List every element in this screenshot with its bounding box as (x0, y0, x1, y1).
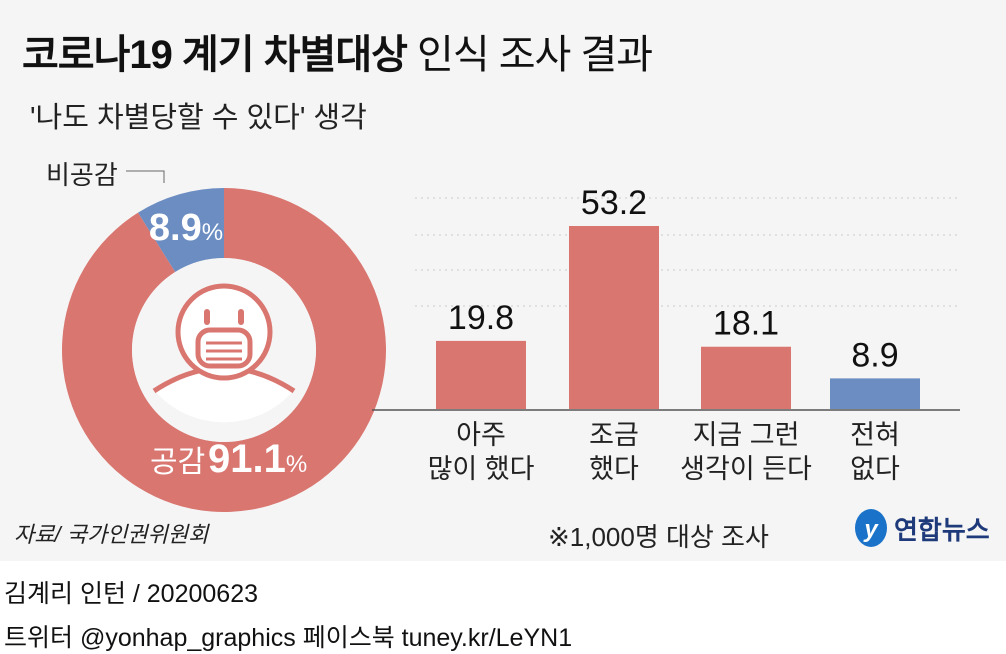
subtitle: '나도 차별당할 수 있다' 생각 (30, 102, 367, 134)
unit: % (286, 451, 307, 478)
body-shape (154, 367, 294, 423)
category-label: 했다 (589, 454, 639, 484)
category-label: 전혀 (850, 420, 900, 450)
category-label: 조금 (589, 420, 639, 450)
bar (701, 346, 791, 409)
category-label: 생각이 든다 (680, 454, 812, 484)
category-label: 없다 (850, 454, 900, 484)
yonhap-logo-icon: y (855, 509, 887, 547)
agree-label: 공감 (150, 446, 205, 479)
bar (436, 340, 526, 409)
disagree-label: 비공감 (46, 160, 118, 190)
bar-value-label: 8.9 (851, 336, 898, 374)
bar (830, 378, 920, 409)
social-links: 트위터 @yonhap_graphics 페이스북 tuney.kr/LeYN1 (4, 624, 573, 652)
svg-text:y: y (863, 516, 879, 543)
credit-text: 김계리 인턴 / 20200623 (4, 580, 259, 608)
donut-slice-agree (61, 188, 387, 513)
leader-line (126, 170, 165, 183)
survey-note: ※1,000명 대상 조사 (548, 522, 769, 552)
category-label: 많이 했다 (428, 454, 535, 484)
category-label: 지금 그런 (693, 420, 800, 450)
masked-person-icon (152, 283, 296, 423)
yonhap-logo: y 연합뉴스 (852, 508, 990, 548)
source-text: 자료/ 국가인권위원회 (14, 522, 209, 547)
bar-value-label: 19.8 (448, 299, 514, 337)
unit: % (202, 219, 223, 246)
bar-value-label: 53.2 (581, 184, 647, 222)
page-title: 코로나19 계기 차별대상 인식 조사 결과 (22, 33, 653, 77)
donut-slice-disagree (138, 188, 224, 273)
bar (569, 225, 659, 409)
bar-value-label: 18.1 (713, 305, 779, 343)
category-label: 아주 (456, 420, 506, 450)
mask-shape (195, 327, 253, 369)
